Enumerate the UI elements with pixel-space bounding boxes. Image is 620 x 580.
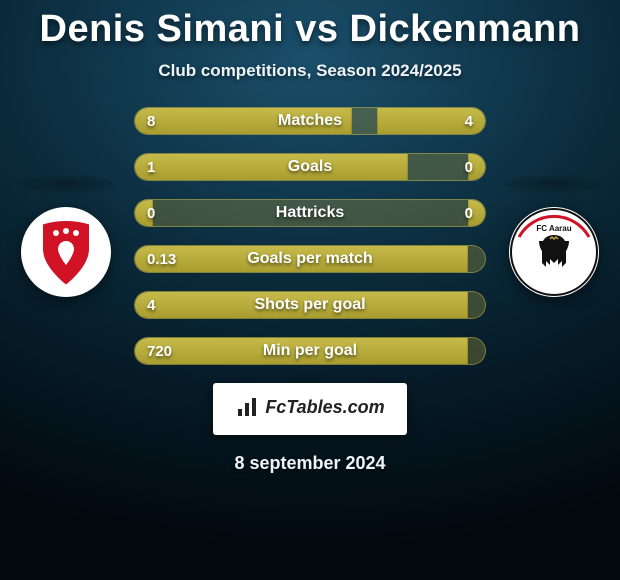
stat-value-left: 8 [147, 113, 155, 130]
svg-text:FC Aarau: FC Aarau [536, 224, 571, 233]
stat-label: Matches [278, 112, 342, 130]
subtitle: Club competitions, Season 2024/2025 [158, 61, 461, 81]
date-text: 8 september 2024 [234, 453, 385, 474]
stat-label: Shots per goal [254, 296, 365, 314]
team-right-column: FC Aarau [504, 175, 604, 297]
infographic: Denis Simani vs Dickenmann Club competit… [0, 0, 620, 580]
stat-row: 0 Hattricks 0 [134, 199, 486, 227]
stat-label: Goals per match [247, 250, 372, 268]
stat-label: Hattricks [276, 204, 344, 222]
team-right-badge: FC Aarau [509, 207, 599, 297]
team-left-badge [21, 207, 111, 297]
stat-bar-left [135, 154, 408, 180]
stat-row: 4 Shots per goal [134, 291, 486, 319]
stat-row: 0.13 Goals per match [134, 245, 486, 273]
comparison-panel: 8 Matches 4 1 Goals 0 0 Hattricks 0 0.13 Goals per… [0, 107, 620, 365]
stat-value-left: 4 [147, 297, 155, 314]
stat-value-right: 0 [465, 205, 473, 222]
stat-value-left: 0 [147, 205, 155, 222]
brand-text: FcTables.com [265, 397, 384, 418]
chart-icon [235, 395, 259, 419]
stat-row: 8 Matches 4 [134, 107, 486, 135]
stat-value-left: 720 [147, 343, 172, 360]
stat-label: Min per goal [263, 342, 357, 360]
stat-row: 720 Min per goal [134, 337, 486, 365]
spotlight-left [16, 175, 116, 193]
page-title: Denis Simani vs Dickenmann [40, 8, 581, 51]
stat-bars: 8 Matches 4 1 Goals 0 0 Hattricks 0 0.13 Goals per… [134, 107, 486, 365]
spotlight-right [504, 175, 604, 193]
stat-row: 1 Goals 0 [134, 153, 486, 181]
vaduz-crest-icon [21, 207, 111, 297]
stat-value-left: 1 [147, 159, 155, 176]
aarau-crest-icon: FC Aarau [509, 207, 599, 297]
stat-value-left: 0.13 [147, 251, 176, 268]
stat-label: Goals [288, 158, 332, 176]
stat-value-right: 4 [465, 113, 473, 130]
brand-badge: FcTables.com [213, 383, 406, 435]
team-left-column [16, 175, 116, 297]
stat-value-right: 0 [465, 159, 473, 176]
